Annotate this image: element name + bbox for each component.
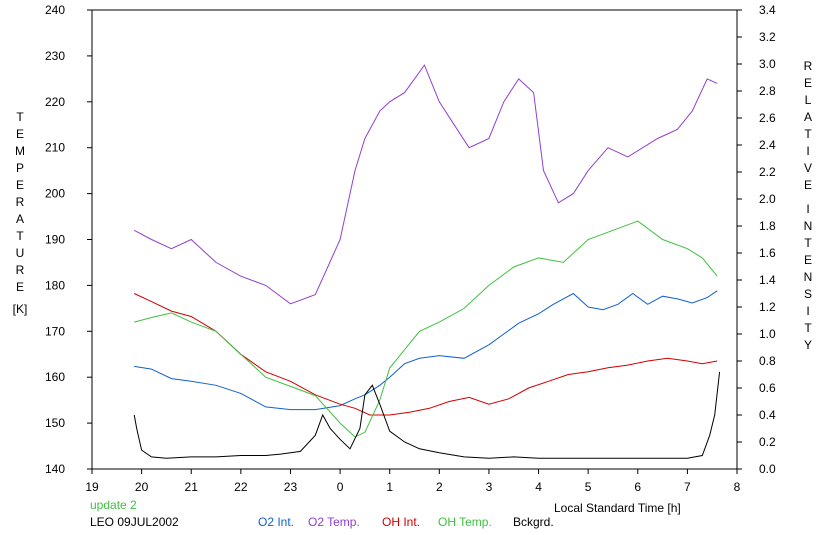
plot-area	[91, 9, 738, 470]
y-left-tick-label: 170	[45, 324, 65, 338]
y-right-label-letter: T	[804, 236, 812, 250]
y-right-tick-label: 0.0	[759, 462, 776, 476]
legend-entry: OH Int.	[382, 515, 420, 529]
y-right-tick-label: 1.6	[759, 246, 776, 260]
y-right-tick-label: 2.4	[759, 138, 776, 152]
legend-entry: Bckgrd.	[513, 515, 554, 529]
legend-entry: O2 Temp.	[308, 515, 360, 529]
y-right-tick-label: 0.8	[759, 354, 776, 368]
y-left-label-letter: T	[16, 110, 24, 124]
y-right-label-letter: T	[804, 127, 812, 141]
y-right-label-letter: E	[804, 253, 812, 267]
series-line-o2-temp	[133, 64, 718, 305]
y-left-tick-label: 220	[45, 95, 65, 109]
y-right-label-letter: I	[806, 144, 809, 158]
y-axis-left: 140 150 160 170 180 190 200 210 220 230 240	[45, 3, 92, 476]
y-right-tick-label: 3.4	[759, 3, 776, 17]
y-right-tick-label: 2.6	[759, 111, 776, 125]
y-left-tick-label: 240	[45, 3, 65, 17]
y-left-label-letter: E	[16, 127, 24, 141]
x-tick-label: 0	[337, 480, 344, 494]
x-tick-label: 7	[684, 480, 691, 494]
y-left-label-letter: E	[16, 178, 24, 192]
y-right-label-letter: S	[804, 287, 812, 301]
y-right-tick-label: 3.0	[759, 57, 776, 71]
series-line-o2-int	[134, 290, 718, 411]
y-right-label-letter: T	[804, 321, 812, 335]
x-tick-label: 6	[634, 480, 641, 494]
y-right-tick-label: 0.4	[759, 408, 776, 422]
y-right-tick-label: 0.6	[759, 381, 776, 395]
y-right-label-letter: L	[805, 93, 812, 107]
y-right-tick-label: 0.2	[759, 435, 776, 449]
y-right-label-letter: R	[804, 59, 813, 73]
y-left-tick-label: 140	[45, 462, 65, 476]
series-line-bckgrd	[133, 371, 721, 459]
y-right-label-letter: N	[804, 270, 813, 284]
y-right-tick-label: 1.0	[759, 327, 776, 341]
y-right-tick-label: 1.4	[759, 273, 776, 287]
y-left-tick-label: 150	[45, 416, 65, 430]
series-layer	[133, 64, 721, 459]
x-tick-label: 8	[734, 480, 741, 494]
x-tick-label: 1	[386, 480, 393, 494]
y-right-label-letter: A	[804, 110, 812, 124]
x-tick-label: 3	[486, 480, 493, 494]
y-left-label-letter: R	[16, 263, 25, 277]
y-right-tick-label: 3.2	[759, 30, 776, 44]
y-right-label-letter: N	[804, 219, 813, 233]
y-left-label-letter: T	[16, 229, 24, 243]
x-tick-label: 4	[535, 480, 542, 494]
y-right-label-letter: I	[806, 304, 809, 318]
y-left-label-letter: P	[16, 161, 24, 175]
y-left-label-letter: E	[16, 280, 24, 294]
y-left-label-letter: U	[16, 246, 25, 260]
y-right-label-letter: E	[804, 178, 812, 192]
y-right-tick-label: 2.8	[759, 84, 776, 98]
annotation-update: update 2	[90, 498, 137, 512]
y-left-label-letter: R	[16, 195, 25, 209]
x-tick-label: 21	[185, 480, 199, 494]
y-left-label-unit: [K]	[13, 302, 28, 316]
y-left-label-letter: A	[16, 212, 24, 226]
y-right-label-letter: V	[804, 161, 812, 175]
y-right-label-letter: E	[804, 76, 812, 90]
y-left-tick-label: 210	[45, 141, 65, 155]
x-axis-label: Local Standard Time [h]	[554, 501, 681, 515]
y-left-tick-label: 200	[45, 187, 65, 201]
y-left-tick-label: 180	[45, 278, 65, 292]
x-tick-label: 19	[85, 480, 99, 494]
y-right-tick-label: 2.0	[759, 192, 776, 206]
legend-entry: OH Temp.	[438, 515, 492, 529]
x-tick-label: 23	[284, 480, 298, 494]
legend-entry: O2 Int.	[258, 515, 294, 529]
x-axis: 19 20 21 22 23 0 1 2 3 4 5 6 7 8	[85, 469, 741, 494]
y-axis-right: 0.0 0.2 0.4 0.6 0.8 1.0 1.2 1.4 1.6 1.8 2.0 2.2 2.4 2…	[737, 3, 776, 476]
legend: O2 Int. O2 Temp. OH Int. OH Temp. Bckgrd.	[258, 515, 554, 529]
x-tick-label: 20	[135, 480, 149, 494]
y-left-tick-label: 230	[45, 49, 65, 63]
x-tick-label: 2	[436, 480, 443, 494]
y-right-tick-label: 1.8	[759, 219, 776, 233]
y-right-label-letter: I	[806, 202, 809, 216]
x-tick-label: 5	[585, 480, 592, 494]
y-left-tick-label: 160	[45, 370, 65, 384]
y-right-tick-label: 2.2	[759, 165, 776, 179]
y-left-tick-label: 190	[45, 233, 65, 247]
annotation-station: LEO 09JUL2002	[90, 515, 179, 529]
y-right-label-letter: Y	[804, 338, 812, 352]
series-line-oh-temp	[134, 220, 718, 438]
y-left-label-letter: M	[15, 144, 25, 158]
y-right-tick-label: 1.2	[759, 300, 776, 314]
x-tick-label: 22	[234, 480, 248, 494]
